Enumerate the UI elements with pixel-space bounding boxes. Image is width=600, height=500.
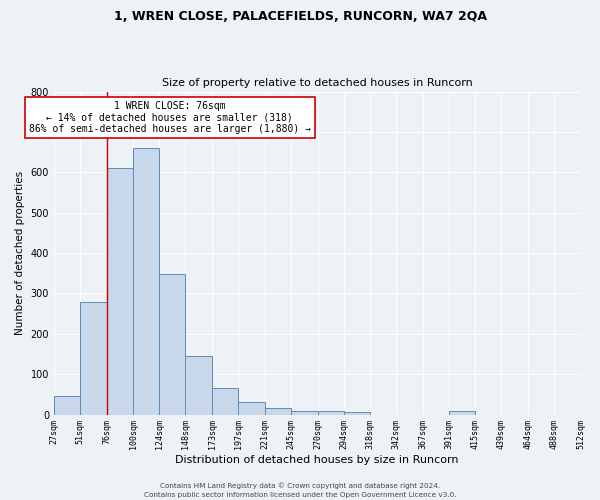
Title: Size of property relative to detached houses in Runcorn: Size of property relative to detached ho… (162, 78, 473, 88)
Bar (80, 302, 107, 414)
Bar (238, 402, 265, 414)
Bar (133, 148, 159, 414)
Bar (212, 388, 238, 414)
X-axis label: Distribution of detached houses by size in Runcorn: Distribution of detached houses by size … (175, 455, 459, 465)
Bar (54, 396, 80, 414)
Text: 1, WREN CLOSE, PALACEFIELDS, RUNCORN, WA7 2QA: 1, WREN CLOSE, PALACEFIELDS, RUNCORN, WA… (113, 10, 487, 23)
Text: Contains HM Land Registry data © Crown copyright and database right 2024.: Contains HM Land Registry data © Crown c… (160, 482, 440, 489)
Bar (265, 408, 290, 414)
Bar (185, 356, 212, 414)
Bar (107, 168, 133, 414)
Y-axis label: Number of detached properties: Number of detached properties (15, 171, 25, 335)
Bar (159, 274, 185, 414)
Bar (318, 412, 344, 414)
Text: 1 WREN CLOSE: 76sqm
← 14% of detached houses are smaller (318)
86% of semi-detac: 1 WREN CLOSE: 76sqm ← 14% of detached ho… (29, 101, 311, 134)
Bar (290, 410, 318, 414)
Bar (344, 412, 370, 414)
Text: Contains public sector information licensed under the Open Government Licence v3: Contains public sector information licen… (144, 492, 456, 498)
Bar (449, 412, 475, 414)
